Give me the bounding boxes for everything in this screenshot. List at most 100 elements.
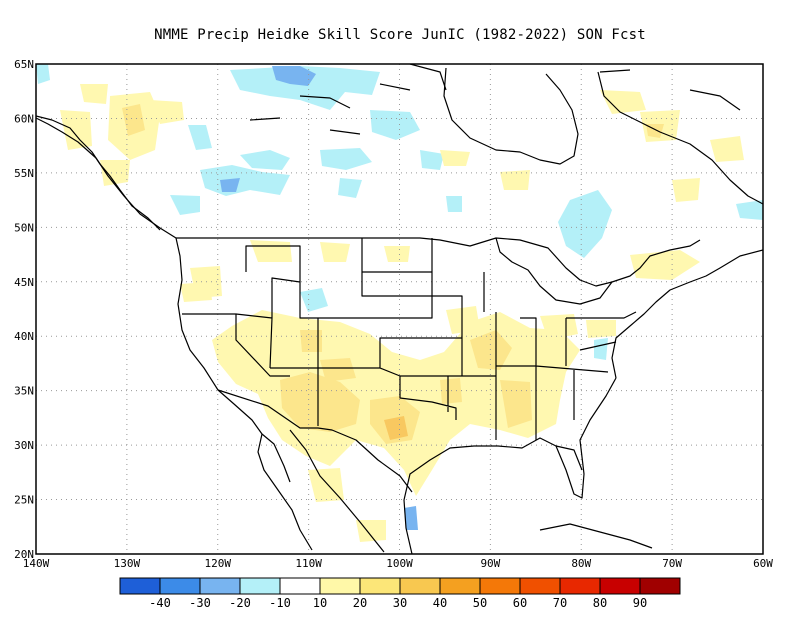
- arctic-islands: [249, 64, 741, 135]
- us-canada-border-east: [611, 239, 701, 283]
- latitude-label: 65N: [14, 58, 34, 71]
- colorbar: [119, 577, 681, 595]
- colorbar-label: 10: [313, 596, 327, 610]
- alaska-panhandle-coast: [36, 115, 161, 231]
- great-lakes: [495, 237, 613, 305]
- colorbar-label: 50: [473, 596, 487, 610]
- blue-region: [220, 178, 240, 192]
- longitude-label: 120W: [205, 557, 232, 570]
- gulf-coastline: [403, 377, 617, 554]
- colorbar-label: 80: [593, 596, 607, 610]
- map-title: NMME Precip Heidke Skill Score JunIC (19…: [154, 27, 646, 43]
- graticule: [36, 64, 763, 554]
- blue-region: [404, 506, 418, 530]
- yellow-region: [122, 104, 145, 136]
- colorbar-swatch: [639, 577, 681, 595]
- us-mexico-border: [217, 389, 413, 493]
- blue-region: [170, 195, 200, 215]
- colorbar-swatch: [279, 577, 321, 595]
- colorbar-swatch: [599, 577, 641, 595]
- map-outlines: [36, 64, 763, 554]
- labrador-coastline: [597, 71, 763, 205]
- latitude-label: 20N: [14, 548, 34, 561]
- blue-region: [272, 66, 316, 86]
- colorbar-labels: -40 -30 -20 -10 10 20 30 40 50 60 70 80 90: [149, 596, 647, 610]
- orange-region: [470, 330, 512, 370]
- colorbar-label: 70: [553, 596, 567, 610]
- colorbar-label: -20: [229, 596, 251, 610]
- yellow-region: [540, 314, 578, 340]
- blue-region: [736, 200, 763, 220]
- yellow-region: [600, 90, 646, 114]
- orange-region: [320, 358, 356, 382]
- colorbar-swatch: [199, 577, 241, 595]
- blue-region: [420, 150, 444, 170]
- longitude-label: 100W: [386, 557, 413, 570]
- yellow-region: [80, 84, 108, 104]
- colorbar-swatch: [519, 577, 561, 595]
- blue-region: [558, 190, 612, 258]
- yellow-region: [60, 110, 92, 150]
- longitude-labels: 140W 130W 120W 110W 100W 90W 80W 70W 60W: [23, 557, 774, 570]
- blue-region: [300, 288, 328, 312]
- blue-region: [446, 196, 462, 212]
- colorbar-swatch: [159, 577, 201, 595]
- latitude-label: 60N: [14, 112, 34, 125]
- atlantic-coastline: [611, 249, 763, 379]
- colorbar-label: -40: [149, 596, 171, 610]
- mexico-west-coast: [289, 429, 385, 553]
- yellow-region: [384, 246, 410, 262]
- longitude-label: 70W: [662, 557, 682, 570]
- colorbar-swatch: [399, 577, 441, 595]
- yellow-region: [672, 178, 700, 202]
- yellow-region: [180, 282, 212, 302]
- colorbar-label: -30: [189, 596, 211, 610]
- yellow-region: [710, 136, 744, 162]
- yellow-region: [630, 250, 700, 280]
- latitude-label: 55N: [14, 167, 34, 180]
- blue-region: [200, 165, 290, 196]
- orange-region: [500, 380, 532, 428]
- longitude-label: 130W: [114, 557, 141, 570]
- blue-region: [338, 178, 362, 198]
- yellow-region: [308, 468, 344, 502]
- yellow-region: [440, 150, 470, 166]
- orange-region: [300, 330, 322, 352]
- colorbar-label: 90: [633, 596, 647, 610]
- colorbar-swatch: [479, 577, 521, 595]
- colorbar-swatch: [559, 577, 601, 595]
- pacific-coastline: [36, 117, 291, 483]
- blue-region: [36, 64, 50, 84]
- longitude-label: 140W: [23, 557, 50, 570]
- yellow-region: [586, 320, 616, 338]
- latitude-label: 45N: [14, 276, 34, 289]
- cuba-coastline: [539, 523, 653, 549]
- skill-shading: [36, 64, 763, 542]
- yellow-region: [250, 240, 292, 262]
- longitude-label: 110W: [295, 557, 322, 570]
- blue-region: [230, 66, 380, 110]
- latitude-labels: 65N 60N 55N 50N 45N 40N 35N 30N 25N 20N: [14, 58, 34, 561]
- florida-coastline: [555, 445, 583, 471]
- blue-region: [320, 148, 372, 170]
- hudson-bay-coastline: [443, 67, 579, 165]
- colorbar-swatch: [319, 577, 361, 595]
- map-frame: [35, 63, 764, 555]
- state-lines: [182, 238, 637, 440]
- orange-region: [280, 372, 360, 432]
- orange-region: [384, 416, 408, 440]
- latitude-label: 35N: [14, 385, 34, 398]
- blue-region: [594, 338, 608, 360]
- colorbar-label: -10: [269, 596, 291, 610]
- colorbar-swatch: [119, 577, 161, 595]
- yellow-region: [320, 242, 350, 262]
- yellow-region: [446, 306, 480, 334]
- longitude-label: 90W: [480, 557, 500, 570]
- colorbar-label: 20: [353, 596, 367, 610]
- longitude-label: 60W: [753, 557, 773, 570]
- yellow-region: [150, 100, 184, 124]
- colorbar-label: 30: [393, 596, 407, 610]
- colorbar-label: 40: [433, 596, 447, 610]
- colorbar-label: 60: [513, 596, 527, 610]
